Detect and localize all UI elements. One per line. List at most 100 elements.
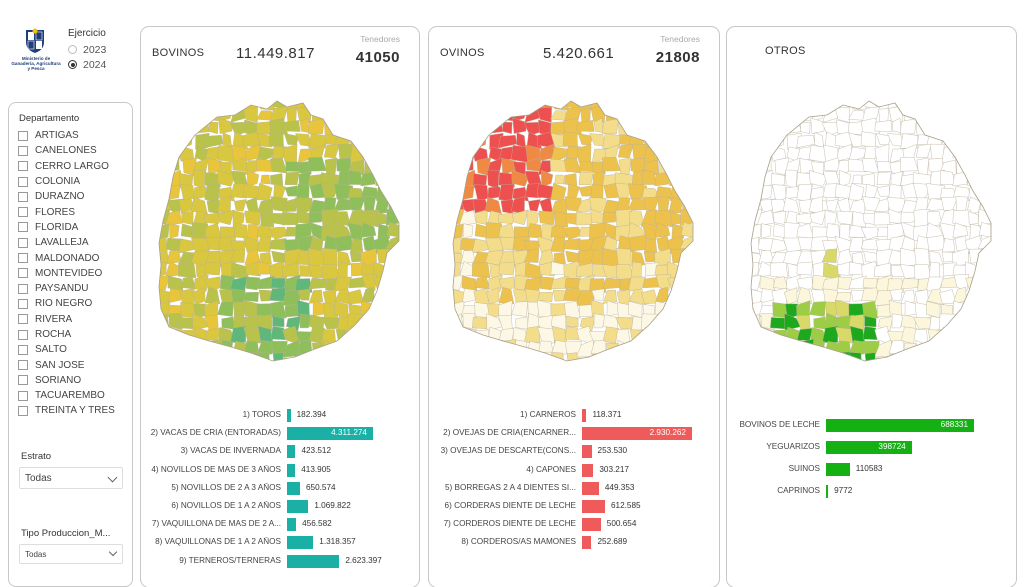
map-region[interactable] [550, 340, 569, 356]
map-region[interactable] [878, 108, 889, 123]
map-region[interactable] [993, 288, 999, 305]
map-region[interactable] [540, 169, 554, 188]
map-region[interactable] [361, 274, 377, 291]
map-region[interactable] [539, 276, 555, 291]
checkbox[interactable] [18, 207, 28, 218]
map-region[interactable] [940, 276, 958, 289]
map-region[interactable] [927, 329, 945, 345]
map-region[interactable] [900, 235, 916, 252]
map-region[interactable] [388, 171, 404, 190]
map-region[interactable] [387, 182, 405, 201]
map-region[interactable] [385, 208, 404, 226]
map-region[interactable] [324, 157, 338, 175]
map-region[interactable] [461, 131, 478, 149]
map-region[interactable] [204, 212, 223, 225]
map-region[interactable] [282, 368, 300, 375]
map-region[interactable] [180, 276, 197, 290]
map-region[interactable] [498, 95, 514, 111]
map-region[interactable] [169, 223, 180, 239]
map-region[interactable] [217, 209, 235, 226]
map-region[interactable] [458, 352, 476, 368]
map-region[interactable] [969, 223, 983, 240]
map-region[interactable] [749, 262, 759, 279]
map-region[interactable] [487, 105, 503, 122]
map-region[interactable] [993, 368, 999, 375]
map-region[interactable] [566, 183, 580, 202]
departamento-item[interactable]: FLORIDA [18, 220, 115, 235]
map-region[interactable] [308, 289, 324, 304]
map-region[interactable] [385, 158, 399, 175]
map-region[interactable] [155, 183, 171, 201]
map-region[interactable] [822, 325, 839, 343]
map-region[interactable] [980, 121, 997, 134]
map-region[interactable] [773, 353, 786, 369]
map-region[interactable] [642, 326, 657, 345]
map-region[interactable] [977, 158, 991, 175]
map-region[interactable] [889, 160, 904, 175]
map-region[interactable] [966, 196, 981, 214]
departamento-item[interactable]: SALTO [18, 342, 115, 357]
checkbox[interactable] [18, 222, 28, 233]
map-region[interactable] [653, 353, 672, 371]
map-region[interactable] [334, 132, 353, 146]
map-region[interactable] [475, 210, 488, 225]
map-region[interactable] [374, 340, 392, 356]
map-region[interactable] [498, 287, 515, 304]
map-region[interactable] [926, 119, 943, 137]
checkbox[interactable] [18, 191, 28, 202]
map-region[interactable] [485, 354, 501, 368]
map-region[interactable] [813, 316, 827, 330]
map-region[interactable] [167, 131, 184, 149]
otros-bar-row[interactable]: SUINOS 110583 [727, 461, 1016, 479]
map-region[interactable] [951, 104, 969, 121]
map-region[interactable] [323, 144, 340, 159]
map-region[interactable] [654, 331, 673, 345]
map-region[interactable] [157, 262, 167, 279]
map-region[interactable] [694, 277, 701, 291]
ovinos-bar-row[interactable]: 5) BORREGAS 2 A 4 DIENTES SI... 449.353 [429, 480, 719, 498]
map-region[interactable] [992, 119, 999, 132]
map-region[interactable] [696, 341, 701, 357]
map-region[interactable] [386, 366, 403, 375]
map-region[interactable] [992, 211, 999, 226]
map-region[interactable] [194, 274, 209, 292]
map-region[interactable] [576, 368, 594, 375]
map-region[interactable] [642, 106, 658, 122]
map-region[interactable] [864, 352, 876, 366]
map-region[interactable] [682, 121, 699, 134]
map-region[interactable] [783, 95, 800, 108]
map-region[interactable] [994, 236, 999, 251]
ovinos-bar-row[interactable]: 1) CARNEROS 118.371 [429, 407, 719, 425]
map-region[interactable] [297, 288, 311, 301]
map-region[interactable] [848, 237, 863, 252]
checkbox[interactable] [18, 161, 28, 172]
map-region[interactable] [654, 131, 673, 149]
map-region[interactable] [681, 300, 695, 319]
map-region[interactable] [965, 134, 981, 148]
map-region[interactable] [747, 119, 761, 137]
map-region[interactable] [952, 222, 969, 238]
map-region[interactable] [679, 158, 693, 175]
map-region[interactable] [615, 316, 634, 330]
map-region[interactable] [796, 287, 813, 304]
radio-2024[interactable] [68, 60, 77, 69]
ovinos-bar[interactable] [582, 409, 587, 422]
map-region[interactable] [554, 174, 565, 185]
map-region[interactable] [904, 342, 917, 358]
map-region[interactable] [615, 182, 633, 203]
map-region[interactable] [550, 146, 569, 163]
map-region[interactable] [323, 95, 336, 107]
map-region[interactable] [245, 197, 259, 214]
map-region[interactable] [204, 261, 222, 276]
map-region[interactable] [887, 222, 904, 241]
map-region[interactable] [759, 105, 775, 123]
map-region[interactable] [245, 276, 261, 291]
map-region[interactable] [926, 235, 946, 252]
map-region[interactable] [927, 366, 940, 375]
map-region[interactable] [992, 277, 999, 291]
map-region[interactable] [270, 173, 284, 187]
map-region[interactable] [389, 261, 401, 279]
departamento-item[interactable]: LAVALLEJA [18, 235, 115, 250]
map-region[interactable] [217, 301, 234, 317]
map-region[interactable] [915, 367, 931, 375]
